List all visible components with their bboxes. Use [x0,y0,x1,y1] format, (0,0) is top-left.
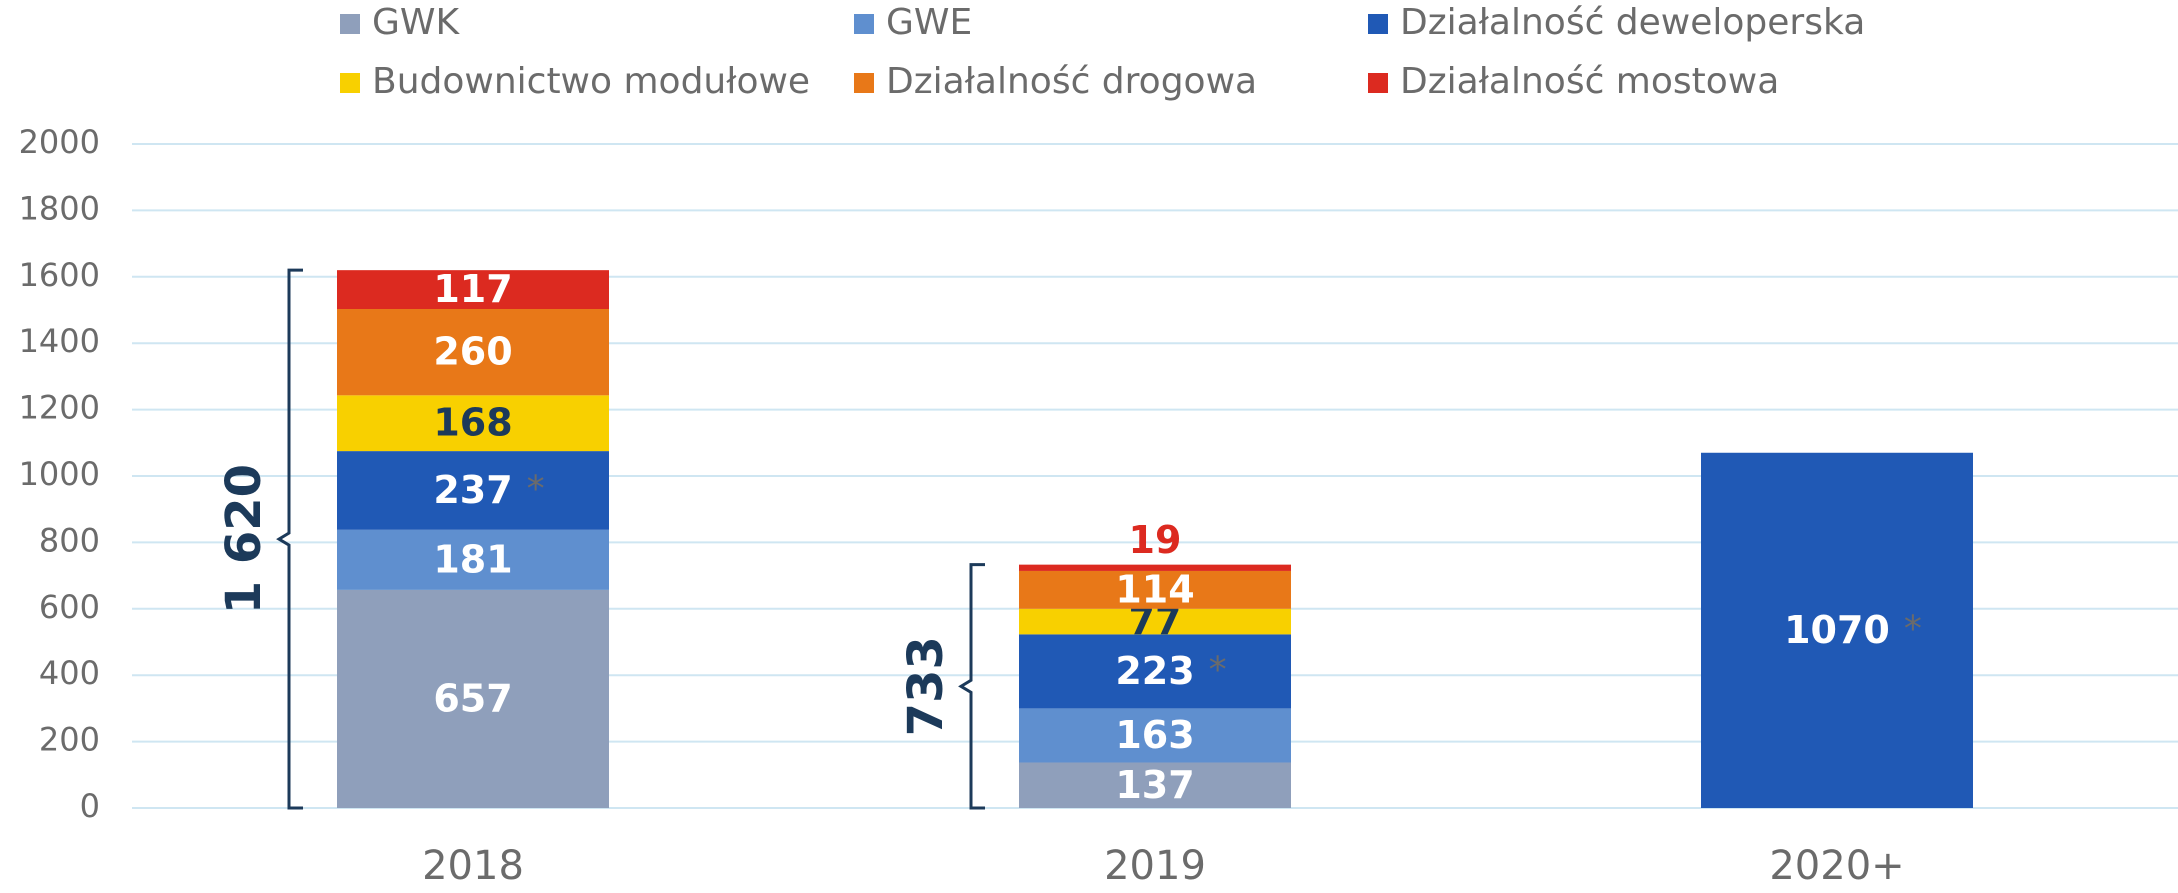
data-label: 168 [433,401,512,445]
legend-label: Działalność mostowa [1400,61,1779,102]
note-marker: * [1209,649,1227,690]
data-label: 19 [1129,518,1182,562]
y-tick-label: 1400 [19,322,100,360]
legend-label: Budownictwo modułowe [372,61,810,102]
bar-segment [337,395,609,452]
data-label: 137 [1115,763,1194,807]
legend-label: Działalność drogowa [886,61,1257,102]
total-bracket [276,268,303,810]
legend-swatch [854,14,874,34]
bar-segment [1701,452,1973,808]
legend-label: GWE [886,2,972,43]
bar-segment [337,309,609,396]
y-tick-label: 200 [39,721,100,759]
bar-segment [1019,570,1291,609]
data-label: 237 [433,468,512,512]
bar-segment [337,589,609,808]
data-label: 181 [433,537,512,581]
data-label: 1070 [1784,608,1890,652]
total-label: 1 620 [216,464,272,614]
legend-swatch [1368,73,1388,93]
bar-segment [1019,634,1291,709]
y-tick-label: 2000 [19,123,100,161]
legend-swatch [1368,14,1388,34]
y-tick-label: 600 [39,588,100,626]
data-label: 223 [1115,649,1194,693]
y-tick-label: 1000 [19,455,100,493]
x-tick-label: 2018 [422,843,524,889]
data-label: 163 [1115,713,1194,757]
bar-segment [337,529,609,590]
y-tick-label: 0 [80,787,100,825]
note-marker: * [1904,608,1922,649]
data-label: 260 [433,330,512,374]
legend-label: GWK [372,2,460,43]
x-tick-label: 2020+ [1769,843,1904,889]
data-label: 657 [433,676,512,720]
y-tick-label: 1200 [19,389,100,427]
bar-segment [337,451,609,530]
y-tick-label: 1600 [19,256,100,294]
y-tick-label: 1800 [19,189,100,227]
legend-swatch [854,73,874,93]
total-label: 733 [898,636,954,736]
bar-segment [337,270,609,310]
total-bracket [958,563,985,810]
bar-segment [1019,762,1291,808]
data-label: 117 [433,267,512,311]
y-tick-label: 800 [39,521,100,559]
legend-swatch [340,73,360,93]
note-marker: * [527,468,545,509]
y-tick-label: 400 [39,654,100,692]
bar-segment [1019,564,1291,571]
bar-segment [1019,608,1291,635]
legend-label: Działalność deweloperska [1400,2,1865,43]
legend-swatch [340,14,360,34]
x-tick-label: 2019 [1104,843,1206,889]
data-label: 114 [1115,567,1194,611]
bar-segment [1019,708,1291,763]
